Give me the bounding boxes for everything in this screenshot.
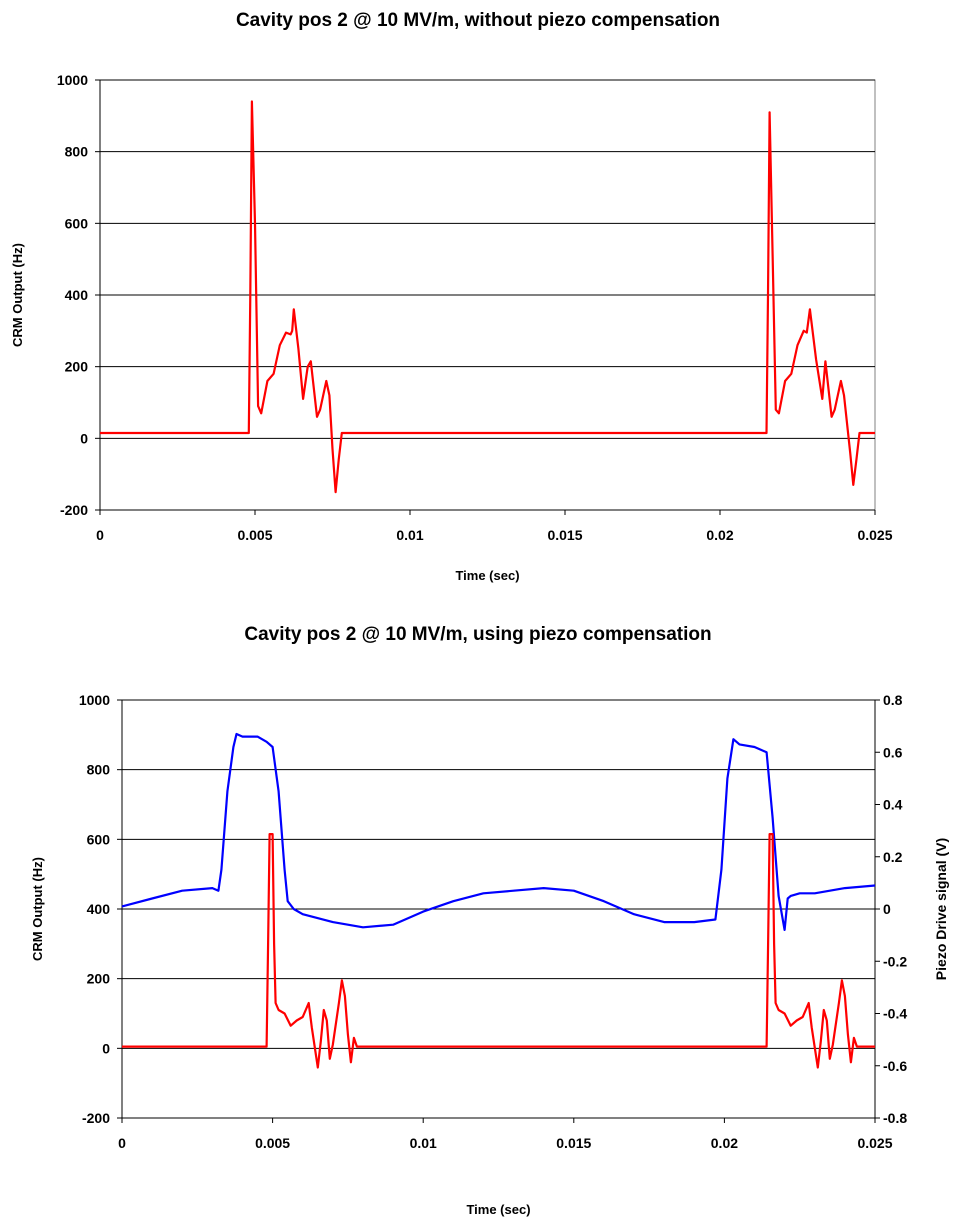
y-tick-label: 600 [65, 215, 89, 231]
x-tick-label: 0.02 [706, 527, 733, 543]
x-axis-label: Time (sec) [455, 568, 519, 583]
y-tick-label: 200 [65, 359, 89, 375]
y2-axis-label: Piezo Drive signal (V) [933, 838, 949, 980]
y2-tick-label: 0.6 [883, 744, 903, 760]
y-tick-label: 400 [87, 901, 111, 917]
y2-tick-label: 0 [883, 901, 891, 917]
y-tick-label: 1000 [79, 692, 110, 708]
x-tick-label: 0.025 [857, 527, 892, 543]
y-tick-label: 0 [102, 1040, 110, 1056]
chart-with-piezo: Cavity pos 2 @ 10 MV/m, using piezo comp… [30, 624, 949, 1217]
y-tick-label: 600 [87, 831, 111, 847]
x-tick-label: 0 [96, 527, 104, 543]
chart-title: Cavity pos 2 @ 10 MV/m, using piezo comp… [244, 624, 711, 645]
y-axis-label: CRM Output (Hz) [30, 857, 45, 961]
x-tick-label: 0.015 [556, 1135, 591, 1151]
y-axis-label: CRM Output (Hz) [10, 243, 25, 347]
x-tick-label: 0 [118, 1135, 126, 1151]
y-tick-label: -200 [82, 1110, 110, 1126]
series-line-crm-output [100, 100, 875, 494]
chart-title: Cavity pos 2 @ 10 MV/m, without piezo co… [236, 10, 720, 31]
y2-tick-label: -0.4 [883, 1006, 907, 1022]
series-line-crm-output [122, 832, 875, 1069]
y-tick-label: 800 [87, 762, 111, 778]
y2-tick-label: 0.2 [883, 849, 903, 865]
y2-tick-label: 0.4 [883, 797, 903, 813]
x-tick-label: 0.025 [857, 1135, 892, 1151]
y-tick-label: 800 [65, 144, 89, 160]
y2-tick-label: -0.8 [883, 1110, 907, 1126]
y2-tick-label: -0.2 [883, 953, 907, 969]
x-tick-label: 0.005 [237, 527, 272, 543]
y-tick-label: 1000 [57, 72, 88, 88]
y-tick-label: -200 [60, 502, 88, 518]
x-tick-label: 0.02 [711, 1135, 738, 1151]
series-line-piezo-drive [121, 732, 876, 932]
y-tick-label: 400 [65, 287, 89, 303]
x-tick-label: 0.01 [410, 1135, 437, 1151]
y-tick-label: 0 [80, 430, 88, 446]
y-tick-label: 200 [87, 971, 111, 987]
x-axis-label: Time (sec) [466, 1202, 530, 1217]
x-tick-label: 0.005 [255, 1135, 290, 1151]
y2-tick-label: -0.6 [883, 1058, 907, 1074]
chart-without-piezo: Cavity pos 2 @ 10 MV/m, without piezo co… [10, 10, 893, 583]
x-tick-label: 0.01 [396, 527, 423, 543]
y2-tick-label: 0.8 [883, 692, 903, 708]
x-tick-label: 0.015 [547, 527, 582, 543]
